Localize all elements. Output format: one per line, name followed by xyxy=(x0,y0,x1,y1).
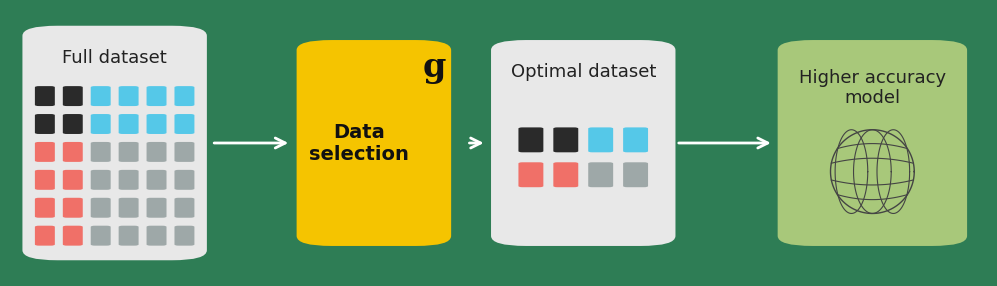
Text: Data
selection: Data selection xyxy=(309,122,409,164)
FancyBboxPatch shape xyxy=(174,142,194,162)
FancyBboxPatch shape xyxy=(518,162,543,187)
FancyBboxPatch shape xyxy=(147,86,166,106)
Text: Higher accuracy
model: Higher accuracy model xyxy=(799,69,946,108)
FancyBboxPatch shape xyxy=(119,170,139,190)
FancyBboxPatch shape xyxy=(91,86,111,106)
FancyBboxPatch shape xyxy=(63,170,83,190)
FancyBboxPatch shape xyxy=(147,198,166,218)
FancyBboxPatch shape xyxy=(91,142,111,162)
FancyBboxPatch shape xyxy=(147,170,166,190)
Text: g: g xyxy=(423,51,447,84)
FancyBboxPatch shape xyxy=(174,198,194,218)
FancyBboxPatch shape xyxy=(553,127,578,152)
FancyBboxPatch shape xyxy=(588,162,613,187)
FancyBboxPatch shape xyxy=(296,40,451,246)
FancyBboxPatch shape xyxy=(91,198,111,218)
FancyBboxPatch shape xyxy=(119,114,139,134)
FancyBboxPatch shape xyxy=(119,86,139,106)
FancyBboxPatch shape xyxy=(91,170,111,190)
FancyBboxPatch shape xyxy=(91,114,111,134)
FancyBboxPatch shape xyxy=(174,86,194,106)
FancyBboxPatch shape xyxy=(147,114,166,134)
FancyBboxPatch shape xyxy=(119,226,139,246)
Text: Optimal dataset: Optimal dataset xyxy=(510,63,656,81)
FancyBboxPatch shape xyxy=(588,127,613,152)
FancyBboxPatch shape xyxy=(63,226,83,246)
FancyBboxPatch shape xyxy=(63,198,83,218)
FancyBboxPatch shape xyxy=(518,127,543,152)
FancyBboxPatch shape xyxy=(35,198,55,218)
FancyBboxPatch shape xyxy=(119,198,139,218)
FancyBboxPatch shape xyxy=(91,226,111,246)
FancyBboxPatch shape xyxy=(491,40,676,246)
FancyBboxPatch shape xyxy=(623,162,648,187)
FancyBboxPatch shape xyxy=(63,114,83,134)
FancyBboxPatch shape xyxy=(119,142,139,162)
FancyBboxPatch shape xyxy=(35,170,55,190)
FancyBboxPatch shape xyxy=(174,226,194,246)
FancyBboxPatch shape xyxy=(35,86,55,106)
FancyBboxPatch shape xyxy=(174,170,194,190)
FancyBboxPatch shape xyxy=(63,142,83,162)
FancyBboxPatch shape xyxy=(35,226,55,246)
FancyBboxPatch shape xyxy=(623,127,648,152)
FancyBboxPatch shape xyxy=(147,142,166,162)
FancyBboxPatch shape xyxy=(23,26,207,260)
FancyBboxPatch shape xyxy=(35,114,55,134)
FancyBboxPatch shape xyxy=(553,162,578,187)
FancyBboxPatch shape xyxy=(63,86,83,106)
FancyBboxPatch shape xyxy=(778,40,967,246)
Text: Full dataset: Full dataset xyxy=(62,49,167,67)
FancyBboxPatch shape xyxy=(35,142,55,162)
FancyBboxPatch shape xyxy=(147,226,166,246)
FancyBboxPatch shape xyxy=(174,114,194,134)
